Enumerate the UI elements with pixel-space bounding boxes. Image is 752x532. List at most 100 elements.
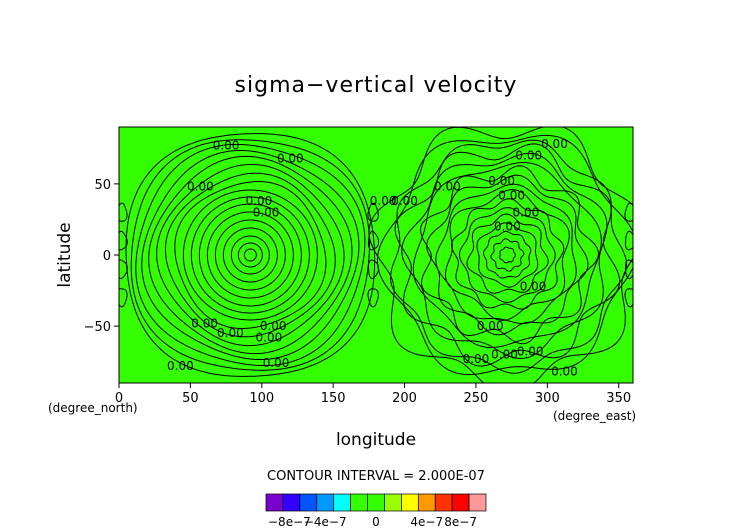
contour-line — [119, 259, 128, 280]
contour-line — [174, 181, 327, 329]
x-tick-label: 350 — [606, 391, 631, 406]
plot-area: 0.000.000.000.000.000.000.000.000.000.00… — [118, 126, 634, 384]
contour-line — [367, 288, 379, 308]
contour-line — [624, 230, 633, 251]
contour-value-label: 0.00 — [463, 352, 490, 366]
contour-line — [119, 230, 128, 251]
contour-line — [444, 189, 570, 321]
colorbar-labels: −8e−7−4e−7 0 4e−7 8e−7 — [268, 515, 477, 529]
contour-line — [214, 219, 286, 291]
contour-value-label: 0.00 — [246, 194, 273, 208]
contour-line — [466, 213, 549, 294]
contour-line — [426, 174, 589, 336]
contour-value-label: 0.00 — [541, 137, 568, 151]
contour-line — [119, 202, 128, 222]
colorbar-swatch — [417, 493, 436, 512]
y-tick-label: 0 — [103, 249, 111, 264]
contour-value-label: 0.00 — [167, 359, 194, 373]
contour-line — [135, 144, 366, 366]
x-unit-label: (degree_east) — [553, 409, 636, 423]
contour-value-label: 0.00 — [213, 138, 240, 152]
contour-value-label: 0.00 — [513, 205, 540, 219]
colorbar-label: 0 — [372, 515, 380, 529]
colorbar-swatch — [350, 493, 368, 512]
contour-line — [119, 288, 128, 308]
contour-value-label: 0.00 — [187, 180, 214, 194]
y-axis-title: latitude — [55, 222, 75, 287]
contour-line — [389, 139, 627, 374]
colorbar-swatch — [333, 493, 351, 512]
contour-line — [190, 196, 310, 314]
field-background — [119, 127, 633, 383]
contour-line — [412, 162, 602, 348]
contour-line — [499, 246, 516, 264]
contour-line — [394, 143, 621, 367]
colorbar-label: 4e−7 — [410, 515, 443, 529]
colorbar-label: −4e−7 — [304, 515, 347, 529]
chart-title: sigma−vertical velocity — [235, 73, 518, 98]
colorbar — [265, 493, 487, 512]
contour-line — [237, 242, 263, 268]
contour-line — [459, 207, 556, 303]
x-axis: 0 50 100 150 200 250 300 350 — [115, 383, 631, 406]
contour-value-label: 0.00 — [263, 356, 290, 370]
contour-line — [368, 127, 633, 383]
contour-value-label: 0.00 — [477, 319, 504, 333]
contour-line — [368, 259, 380, 280]
contour-line — [206, 211, 294, 299]
contour-interval-text: CONTOUR INTERVAL = 2.000E-07 — [267, 469, 485, 484]
contour-line — [148, 155, 353, 355]
contour-value-label: 0.00 — [520, 279, 547, 293]
contour-value-label: 0.00 — [253, 205, 280, 219]
contour-line — [435, 183, 577, 325]
contour-line — [156, 163, 345, 347]
contour-line — [243, 248, 257, 262]
x-tick-label: 0 — [115, 391, 123, 406]
x-tick-label: 200 — [392, 391, 417, 406]
contour-line — [377, 134, 633, 376]
contour-line — [182, 189, 318, 321]
contour-line — [141, 150, 360, 360]
x-tick-label: 150 — [321, 391, 346, 406]
y-unit-label: (degree_north) — [48, 401, 138, 415]
contour-line — [230, 235, 270, 275]
contour-line — [367, 202, 379, 222]
colorbar-swatch — [367, 493, 385, 512]
contour-value-label: 0.00 — [551, 365, 578, 379]
colorbar-swatch — [265, 493, 284, 512]
contour-lines — [119, 127, 633, 383]
colorbar-swatch — [434, 493, 453, 512]
x-tick-label: 100 — [249, 391, 274, 406]
contour-line — [625, 259, 633, 280]
colorbar-swatch — [384, 493, 402, 512]
contour-line — [483, 230, 532, 279]
colorbar-swatch — [282, 493, 301, 512]
contour-value-label: 0.00 — [515, 148, 542, 162]
contour-labels: 0.000.000.000.000.000.000.000.000.000.00… — [167, 137, 578, 379]
contour-line — [222, 227, 278, 283]
contour-line — [198, 203, 302, 307]
contour-value-label: 0.00 — [391, 194, 418, 208]
colorbar-swatch — [451, 493, 470, 512]
contour-value-label: 0.00 — [260, 319, 287, 333]
contour-line — [476, 222, 539, 288]
contour-value-label: 0.00 — [498, 188, 525, 202]
contour-value-label: 0.00 — [494, 220, 521, 234]
contour-value-label: 0.00 — [491, 348, 518, 362]
contour-value-label: 0.00 — [517, 345, 544, 359]
colorbar-swatch — [401, 493, 419, 512]
contour-value-label: 0.00 — [217, 326, 244, 340]
contour-line — [419, 165, 599, 345]
colorbar-swatch — [299, 493, 318, 512]
colorbar-swatch — [316, 493, 335, 512]
contour-value-label: 0.00 — [256, 330, 283, 344]
x-tick-label: 300 — [535, 391, 560, 406]
contour-value-label: 0.00 — [370, 194, 397, 208]
contour-line — [125, 133, 376, 377]
contour-value-label: 0.00 — [488, 174, 515, 188]
contour-value-label: 0.00 — [277, 151, 304, 165]
y-tick-label: 50 — [94, 178, 111, 193]
contour-line — [130, 139, 371, 371]
contour-value-label: 0.00 — [434, 180, 461, 194]
